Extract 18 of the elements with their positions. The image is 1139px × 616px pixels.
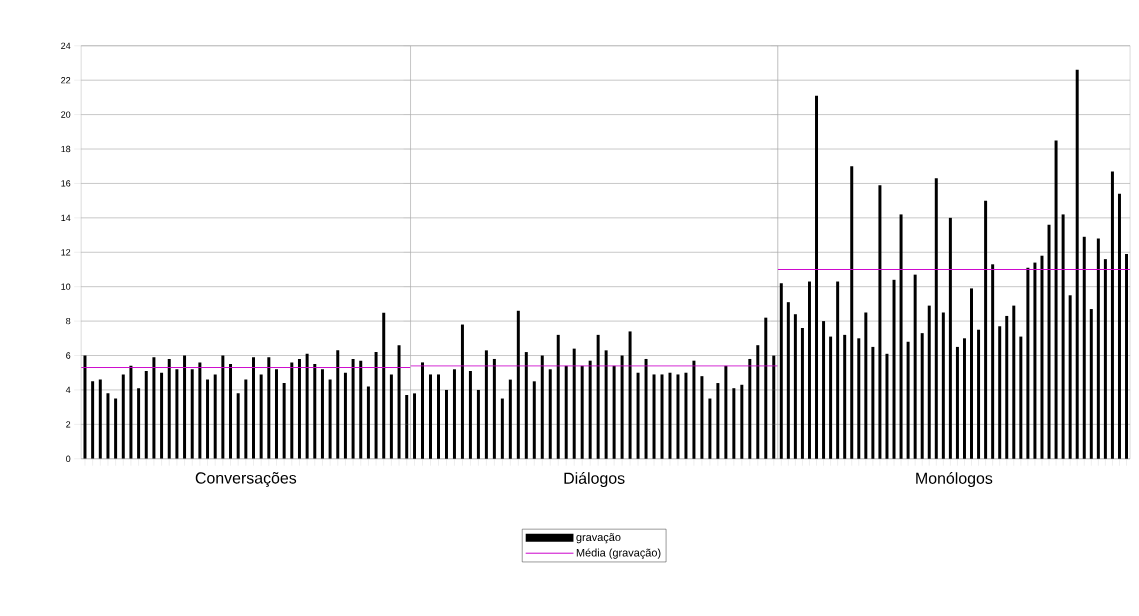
legend-label: gravação bbox=[576, 533, 621, 544]
y-tick-label: 16 bbox=[61, 180, 71, 187]
legend-label: Média (gravação) bbox=[576, 548, 661, 559]
y-tick-label: 14 bbox=[61, 214, 71, 221]
y-tick-label: 10 bbox=[61, 283, 71, 290]
x-axis-title: Diálogos bbox=[564, 472, 625, 488]
y-tick-label: 12 bbox=[61, 249, 71, 256]
y-tick-label: 22 bbox=[61, 77, 71, 84]
y-tick-label: 6 bbox=[66, 352, 71, 359]
y-tick-label: 18 bbox=[61, 145, 71, 153]
y-tick-label: 0 bbox=[66, 455, 71, 462]
y-tick-label: 8 bbox=[66, 317, 71, 325]
x-axis-title: Monólogos bbox=[916, 472, 993, 488]
x-axis-title: Conversações bbox=[195, 472, 297, 487]
y-tick-label: 24 bbox=[61, 42, 71, 49]
y-tick-label: 20 bbox=[61, 111, 71, 118]
y-tick-label: 2 bbox=[66, 421, 71, 428]
y-tick-label: 4 bbox=[65, 386, 71, 394]
